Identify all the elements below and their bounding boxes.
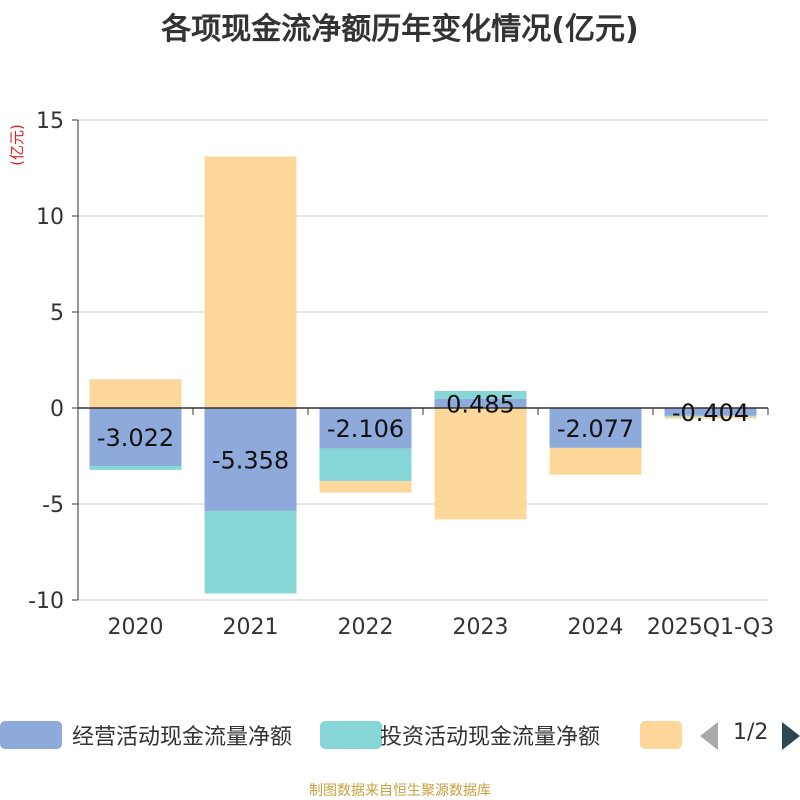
- y-axis-label: (亿元): [8, 124, 26, 166]
- data-label: 0.485: [446, 390, 515, 418]
- legend-prev-page-icon[interactable]: [700, 722, 718, 750]
- data-label: -2.106: [327, 415, 404, 443]
- bar-series-2[interactable]: [204, 156, 297, 408]
- legend-page-indicator: 1/2: [733, 720, 769, 745]
- data-label: -2.077: [557, 415, 634, 443]
- bar-series-2[interactable]: [549, 447, 642, 475]
- y-tick-label: 5: [50, 301, 64, 326]
- y-tick-label: -10: [28, 589, 64, 614]
- bar-series-0[interactable]: [319, 408, 412, 449]
- bar-series-0[interactable]: [434, 398, 527, 408]
- x-tick-label: 2022: [338, 615, 394, 640]
- bar-series-1[interactable]: [664, 415, 757, 417]
- bar-series-2[interactable]: [89, 379, 182, 408]
- y-tick-label: -5: [42, 493, 64, 518]
- bar-series-0[interactable]: [89, 408, 182, 467]
- legend-next-page-icon[interactable]: [782, 722, 800, 750]
- legend: 经营活动现金流量净额 投资活动现金流量净额 1/2: [0, 718, 800, 752]
- bar-series-2[interactable]: [664, 416, 757, 419]
- y-tick-label: 0: [50, 397, 64, 422]
- bar-series-1[interactable]: [89, 466, 182, 470]
- source-note: 制图数据来自恒生聚源数据库: [309, 783, 491, 799]
- bar-series-1[interactable]: [204, 510, 297, 594]
- legend-swatch: [320, 721, 382, 749]
- legend-swatch: [640, 721, 682, 749]
- x-tick-label: 2025Q1-Q3: [647, 615, 774, 640]
- legend-label: 经营活动现金流量净额: [72, 725, 293, 750]
- bar-series-0[interactable]: [204, 408, 297, 511]
- x-tick-label: 2024: [568, 615, 624, 640]
- legend-swatch: [0, 721, 62, 749]
- data-label: -0.404: [672, 399, 749, 427]
- y-tick-label: 15: [36, 109, 64, 134]
- x-tick-label: 2020: [108, 615, 164, 640]
- bar-series-2[interactable]: [319, 481, 412, 493]
- bar-series-1[interactable]: [434, 391, 527, 399]
- x-tick-label: 2023: [453, 615, 509, 640]
- data-label: -3.022: [97, 424, 174, 452]
- data-label: -5.358: [212, 446, 289, 474]
- x-tick-label: 2021: [223, 615, 279, 640]
- bar-series-2[interactable]: [434, 408, 527, 520]
- legend-label: 投资活动现金流量净额: [380, 725, 601, 750]
- bar-series-0[interactable]: [664, 408, 757, 416]
- bar-series-0[interactable]: [549, 408, 642, 448]
- y-tick-label: 10: [36, 205, 64, 230]
- bar-series-1[interactable]: [319, 448, 412, 482]
- chart-title: 各项现金流净额历年变化情况(亿元): [161, 12, 639, 47]
